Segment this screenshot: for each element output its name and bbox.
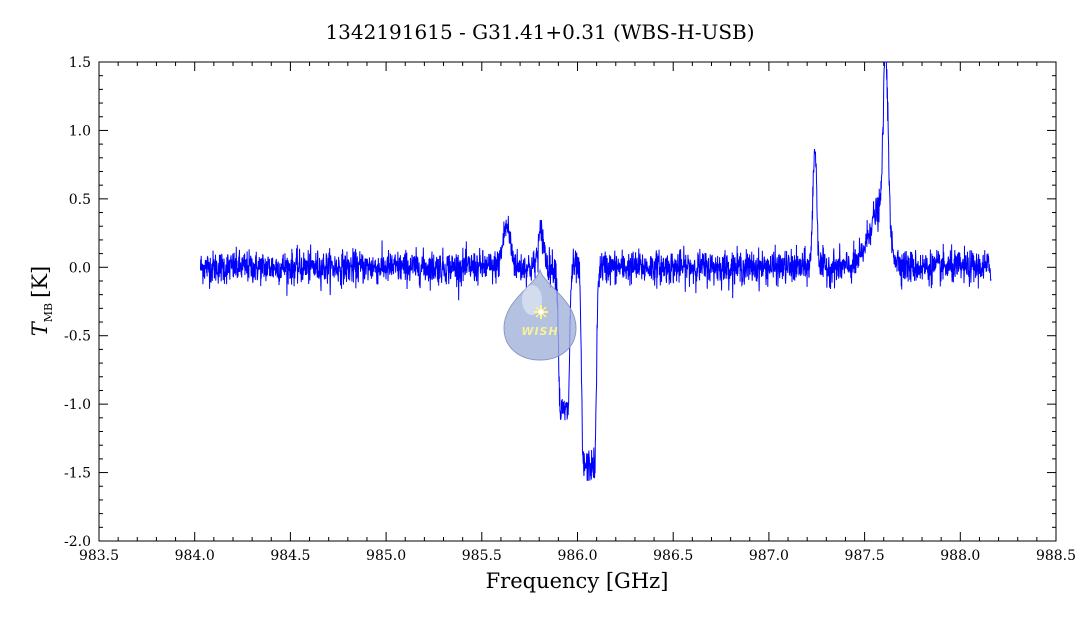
svg-text:TMB[K]: TMB [K] [28,266,55,336]
y-tick-label: -1.0 [64,397,91,413]
x-tick-label: 988.5 [1036,548,1076,564]
chart-title: 1342191615 - G31.41+0.31 (WBS-H-USB) [325,20,754,44]
y-tick-label: 1.0 [69,123,91,139]
x-tick-label: 987.0 [749,548,789,564]
x-tick-label: 983.5 [79,548,119,564]
y-tick-label: 0.0 [69,260,91,276]
spectrum-line [199,61,992,481]
y-tick-label: 0.5 [69,192,91,208]
wish-logo: WISH [503,268,577,361]
logo-text: WISH [521,325,558,338]
star-icon [534,305,548,319]
x-tick-label: 986.0 [557,548,597,564]
y-tick-labels: 1.5 1.0 0.5 0.0 -0.5 -1.0 -1.5 -2.0 [64,55,91,550]
x-tick-label: 987.5 [845,548,885,564]
axis-ticks [98,61,1057,542]
plot-frame [98,61,1057,542]
y-label-symbol: T [28,320,52,336]
x-tick-label: 985.5 [462,548,502,564]
y-tick-label: -1.5 [64,466,91,482]
x-tick-label: 985.0 [366,548,406,564]
y-axis-label: TMB [K] [28,266,55,336]
y-tick-label: -2.0 [64,534,91,550]
x-tick-label: 988.0 [940,548,980,564]
x-tick-label: 986.5 [653,548,693,564]
y-tick-label: -0.5 [64,329,91,345]
x-axis-label: Frequency [GHz] [486,569,669,593]
y-label-subscript: MB [42,303,55,322]
y-tick-label: 1.5 [69,55,91,71]
y-label-unit: [K] [28,266,52,298]
x-tick-label: 984.5 [270,548,310,564]
x-tick-label: 984.0 [175,548,215,564]
x-tick-labels: 983.5 984.0 984.5 985.0 985.5 986.0 986.5 987.0… [79,548,1076,564]
